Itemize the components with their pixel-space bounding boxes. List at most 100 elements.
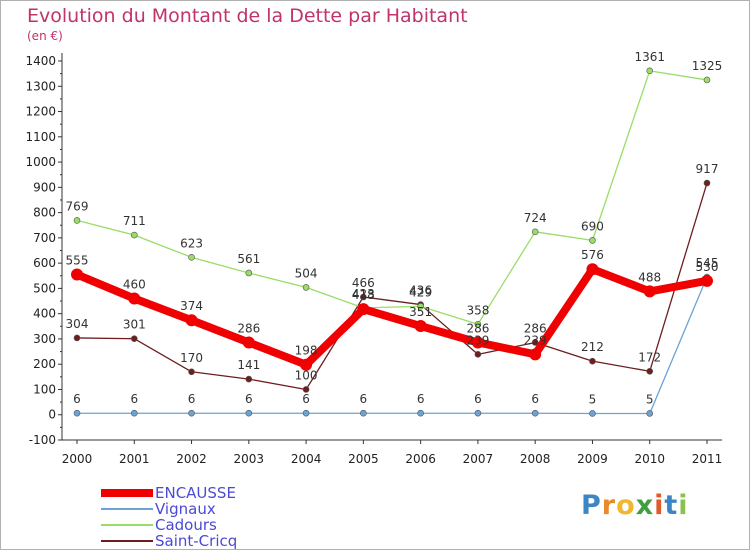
data-label: 1361 — [634, 50, 665, 64]
x-tick-label: 2000 — [62, 452, 93, 466]
unit-label: (en €) — [27, 29, 63, 43]
data-point — [245, 375, 253, 383]
data-point — [360, 293, 367, 301]
data-point — [417, 303, 424, 310]
data-label: 170 — [180, 351, 203, 365]
logo-letter: r — [601, 490, 617, 521]
data-point — [471, 336, 484, 349]
data-label: 623 — [180, 236, 203, 250]
data-label: 690 — [581, 219, 604, 233]
data-label: 239 — [466, 333, 489, 347]
data-point — [646, 410, 654, 417]
data-label: 1325 — [692, 59, 723, 73]
y-tick-label: 900 — [33, 180, 56, 194]
x-tick-label: 2002 — [176, 452, 207, 466]
data-point — [586, 263, 599, 276]
data-label: 351 — [409, 305, 432, 319]
legend-label: Saint-Cricq — [155, 532, 238, 550]
data-label: 460 — [123, 278, 146, 292]
x-tick-label: 2005 — [348, 452, 379, 466]
data-label: 711 — [123, 214, 146, 228]
data-point — [474, 320, 482, 328]
series-line — [73, 265, 711, 369]
x-tick-label: 2001 — [119, 452, 150, 466]
data-label: 6 — [417, 392, 425, 406]
y-tick-label: 1400 — [25, 54, 56, 68]
series-line — [76, 182, 708, 391]
y-tick-label: 400 — [33, 307, 56, 321]
data-label: 555 — [66, 254, 89, 268]
data-point — [130, 409, 138, 417]
y-tick-label: 600 — [33, 256, 56, 270]
legend-swatch — [101, 489, 153, 497]
data-point — [589, 410, 596, 417]
data-label: 429 — [409, 285, 432, 299]
data-point — [300, 358, 313, 371]
data-point — [130, 335, 138, 342]
data-point — [242, 336, 255, 349]
data-point — [302, 284, 310, 291]
data-point — [302, 409, 310, 417]
x-tick-label: 2010 — [634, 452, 665, 466]
data-label: 436 — [409, 284, 432, 298]
data-point — [128, 292, 141, 305]
legend-label: Vignaux — [155, 500, 216, 518]
x-tick-label: 2004 — [291, 452, 322, 466]
y-tick-label: 300 — [33, 332, 56, 346]
y-tick-label: 1100 — [25, 130, 56, 144]
x-tick-label: 2003 — [234, 452, 265, 466]
logo-letter: i — [654, 490, 665, 521]
data-label: 141 — [237, 358, 260, 372]
data-label: 576 — [581, 248, 604, 262]
legend-label: Cadours — [155, 516, 217, 534]
data-label: 286 — [237, 321, 260, 335]
data-point — [188, 409, 195, 417]
data-point — [531, 339, 539, 346]
logo-letter: t — [664, 490, 679, 521]
data-label: 100 — [295, 368, 318, 382]
data-label: 6 — [130, 392, 138, 406]
data-label: 198 — [295, 344, 318, 358]
data-point — [474, 351, 482, 358]
y-tick-label: 100 — [33, 382, 56, 396]
data-point — [245, 269, 253, 277]
data-label: 504 — [295, 266, 318, 280]
legend-label: ENCAUSSE — [155, 484, 236, 502]
data-label: 6 — [245, 392, 253, 406]
data-point — [73, 409, 81, 417]
y-tick-label: -100 — [29, 433, 56, 447]
logo-letter: P — [581, 490, 602, 521]
data-label: 6 — [474, 392, 482, 406]
data-point — [531, 228, 539, 236]
x-tick-label: 2011 — [692, 452, 723, 466]
data-point — [188, 254, 195, 261]
data-label: 466 — [352, 276, 375, 290]
data-label: 6 — [73, 392, 81, 406]
legend-swatch — [101, 524, 153, 526]
data-label: 286 — [466, 321, 489, 335]
data-label: 418 — [352, 288, 375, 302]
proxiti-logo: Proxiti — [581, 490, 689, 521]
y-tick-label: 700 — [33, 231, 56, 245]
data-label: 358 — [466, 303, 489, 317]
chart-title: Evolution du Montant de la Dette par Hab… — [27, 5, 468, 27]
data-point — [589, 357, 596, 365]
data-point — [701, 274, 713, 287]
x-tick-label: 2009 — [577, 452, 608, 466]
y-tick-label: 0 — [48, 408, 56, 422]
y-tick-label: 800 — [33, 206, 56, 220]
data-point — [185, 314, 198, 327]
y-tick-label: 500 — [33, 281, 56, 295]
data-point — [414, 320, 427, 333]
data-label: 724 — [524, 211, 547, 225]
data-label: 6 — [188, 392, 196, 406]
data-point — [71, 268, 83, 281]
logo-letter: i — [678, 490, 689, 521]
series-line — [76, 70, 708, 325]
plot-area — [62, 53, 722, 440]
data-label: 374 — [180, 299, 203, 313]
data-point — [531, 409, 539, 417]
data-point — [646, 67, 654, 75]
